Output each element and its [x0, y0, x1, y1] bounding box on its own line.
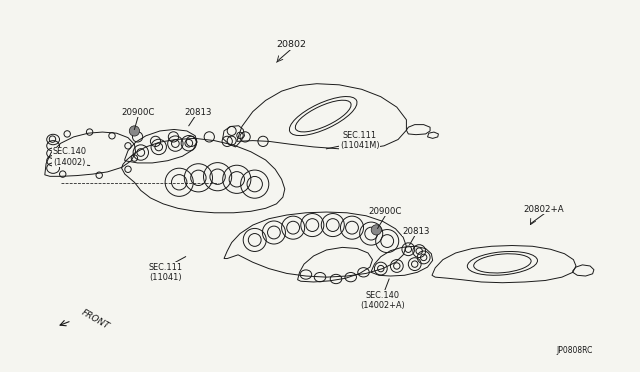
Text: FRONT: FRONT [80, 308, 111, 331]
Text: JP0808RC: JP0808RC [557, 346, 593, 355]
Text: 20802: 20802 [276, 40, 306, 49]
Text: SEC.140
(14002+A): SEC.140 (14002+A) [360, 291, 405, 310]
Text: 20802+A: 20802+A [524, 205, 564, 214]
Text: 20900C: 20900C [369, 207, 402, 216]
Text: SEC.140
(14002): SEC.140 (14002) [52, 147, 86, 167]
Text: 20900C: 20900C [122, 108, 155, 117]
Text: 20813: 20813 [185, 108, 212, 117]
Text: 20813: 20813 [403, 227, 429, 236]
Text: SEC.111
(11041M): SEC.111 (11041M) [340, 131, 380, 150]
Text: SEC.111
(11041): SEC.111 (11041) [148, 263, 182, 282]
Circle shape [371, 225, 381, 235]
Circle shape [129, 126, 140, 136]
